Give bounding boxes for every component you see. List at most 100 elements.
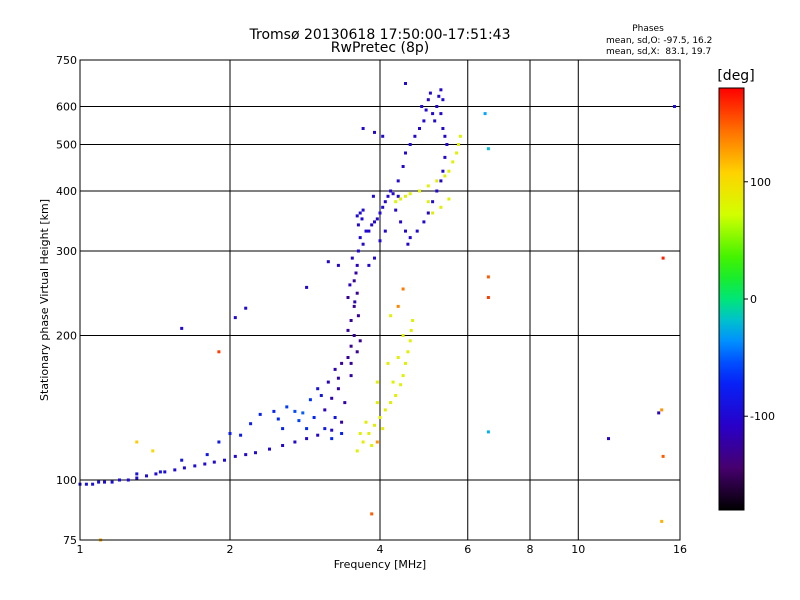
data-point-o <box>233 454 237 458</box>
data-point-o <box>336 263 340 267</box>
data-point-o <box>486 147 490 151</box>
data-point-o <box>316 387 320 391</box>
data-point-o <box>361 242 365 246</box>
data-point-o <box>182 466 186 470</box>
data-point-o <box>375 217 379 221</box>
data-point-x <box>361 440 365 444</box>
chart-title: Tromsø 20130618 17:50:00-17:51:43 <box>249 27 511 43</box>
data-point-o <box>433 119 437 123</box>
data-point-o <box>439 112 443 116</box>
data-point-o <box>428 91 432 95</box>
x-tick-label: 8 <box>527 543 534 556</box>
data-point-o <box>91 482 95 486</box>
data-point-o <box>418 127 421 130</box>
data-point-o <box>145 474 148 478</box>
x-tick-label: 1 <box>77 543 84 556</box>
data-point-o <box>373 220 376 224</box>
data-point-o <box>350 256 354 260</box>
x-tick-label: 6 <box>464 543 471 556</box>
data-point-o <box>348 283 352 287</box>
data-point-o <box>349 361 353 365</box>
y-tick-label: 400 <box>56 185 77 198</box>
data-point-o <box>445 143 449 146</box>
data-point-o <box>346 296 350 299</box>
data-point-o <box>389 189 393 193</box>
data-point-o <box>373 256 376 260</box>
data-point-x <box>443 174 447 178</box>
data-point-o <box>361 127 365 130</box>
y-tick-label: 300 <box>56 245 77 258</box>
data-point-o <box>381 205 385 209</box>
data-point-o <box>404 82 407 85</box>
data-point-o <box>285 405 289 409</box>
data-point-o <box>323 427 327 431</box>
y-tick-label: 75 <box>63 534 77 547</box>
data-points <box>78 82 676 542</box>
data-point-x <box>394 200 398 204</box>
y-tick-label: 750 <box>56 54 77 67</box>
data-point-o <box>316 433 320 437</box>
data-point-o <box>401 165 405 168</box>
data-point-o <box>486 430 490 434</box>
data-point-o <box>349 319 353 322</box>
data-point-o <box>135 472 139 476</box>
data-point-o <box>399 220 403 224</box>
data-point-o <box>394 208 398 212</box>
data-point-x <box>367 432 371 435</box>
data-point-o <box>352 334 356 337</box>
data-point-o <box>371 194 375 198</box>
data-point-o <box>383 200 387 204</box>
data-point-o <box>308 398 312 402</box>
data-point-x <box>458 134 462 138</box>
data-point-o <box>319 394 323 397</box>
data-point-o <box>437 94 441 98</box>
data-point-o <box>173 468 177 472</box>
data-point-x <box>151 449 155 453</box>
data-point-o <box>305 285 309 289</box>
data-point-o <box>420 105 424 108</box>
colorbar-tick-label: 0 <box>750 293 757 306</box>
data-point-o <box>352 304 356 308</box>
data-point-o <box>154 472 158 476</box>
x-tick-label: 10 <box>571 543 585 556</box>
data-point-o <box>349 344 353 348</box>
data-point-o <box>249 422 253 426</box>
data-point-o <box>424 108 428 112</box>
stats-heading: Phases <box>632 24 664 34</box>
data-point-x <box>411 319 415 322</box>
data-point-x <box>381 427 385 431</box>
data-point-o <box>118 478 121 482</box>
x-axis: 1 2 4 6 8 10 16 <box>77 543 688 556</box>
data-point-o <box>346 356 350 359</box>
stats-line-x: mean, sd,X: 83.1, 19.7 <box>606 47 711 57</box>
data-point-x <box>408 192 412 196</box>
data-point-x <box>355 449 359 453</box>
data-point-o <box>217 440 221 444</box>
y-tick-label: 500 <box>56 139 77 152</box>
data-point-o <box>370 223 374 227</box>
data-point-x <box>383 408 387 412</box>
data-point-o <box>354 271 358 275</box>
data-point-o <box>272 409 276 413</box>
data-point-x <box>409 328 413 332</box>
data-point-o <box>361 208 365 212</box>
data-point-o <box>343 401 347 405</box>
chart-subtitle: RwPretec (8p) <box>331 40 429 56</box>
data-point-o <box>353 300 357 304</box>
data-point-o <box>103 480 106 484</box>
data-point-o <box>367 263 371 267</box>
data-point-x <box>660 519 664 523</box>
data-point-x <box>375 440 379 444</box>
data-point-o <box>408 236 412 240</box>
data-point-o <box>110 480 114 484</box>
data-point-x <box>399 197 403 201</box>
data-point-o <box>435 189 439 193</box>
data-point-o <box>422 119 426 123</box>
data-point-o <box>439 88 443 92</box>
data-point-o <box>340 432 344 435</box>
data-point-o <box>355 291 359 295</box>
data-point-o <box>293 440 297 444</box>
data-point-x <box>447 169 451 173</box>
data-point-o <box>358 236 362 240</box>
data-point-x <box>418 189 421 193</box>
